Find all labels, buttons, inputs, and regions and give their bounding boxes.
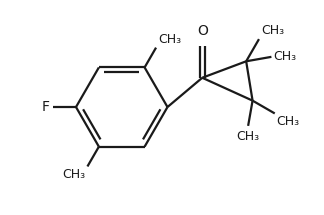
Text: CH₃: CH₃ [158,33,181,46]
Text: O: O [197,25,208,38]
Text: CH₃: CH₃ [273,50,296,63]
Text: CH₃: CH₃ [63,168,86,181]
Text: CH₃: CH₃ [277,115,300,128]
Text: F: F [41,100,50,114]
Text: CH₃: CH₃ [261,24,284,37]
Text: CH₃: CH₃ [237,129,260,143]
